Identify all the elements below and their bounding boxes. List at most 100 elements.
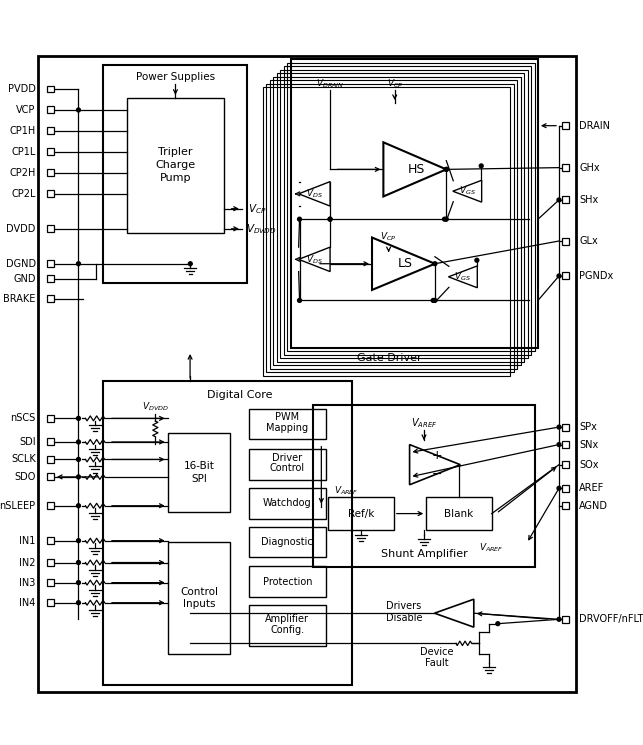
Bar	[47, 456, 54, 463]
Bar	[103, 381, 352, 685]
Circle shape	[557, 274, 561, 278]
Circle shape	[442, 218, 446, 221]
Bar	[561, 122, 568, 129]
Bar	[103, 65, 247, 283]
Text: Fault: Fault	[425, 659, 448, 668]
Text: Mapping: Mapping	[266, 423, 309, 433]
Circle shape	[77, 416, 80, 420]
Bar	[273, 77, 521, 365]
Bar	[47, 439, 54, 446]
Circle shape	[77, 504, 80, 507]
Circle shape	[77, 440, 80, 444]
Text: SPx: SPx	[579, 422, 597, 432]
Bar	[168, 542, 230, 654]
Text: $V_{DS}$: $V_{DS}$	[306, 253, 323, 266]
Bar	[561, 238, 568, 244]
Text: CP1H: CP1H	[10, 126, 35, 136]
Bar	[47, 579, 54, 586]
Bar	[561, 197, 568, 203]
Bar	[284, 66, 531, 355]
Bar	[47, 473, 54, 481]
Bar	[561, 616, 568, 623]
Bar	[47, 537, 54, 544]
Text: Config.: Config.	[270, 625, 304, 635]
Text: DVDD: DVDD	[6, 224, 35, 234]
Text: $V_{CP}$: $V_{CP}$	[248, 202, 267, 215]
Circle shape	[77, 475, 80, 479]
Text: BRAKE: BRAKE	[3, 294, 35, 304]
Text: IN1: IN1	[19, 536, 35, 545]
Polygon shape	[453, 180, 482, 202]
Text: IN4: IN4	[19, 597, 35, 608]
Bar	[47, 127, 54, 134]
Bar	[47, 502, 54, 510]
Bar	[249, 566, 326, 597]
Text: IN2: IN2	[19, 557, 35, 568]
Polygon shape	[372, 238, 435, 290]
Text: Protection: Protection	[262, 577, 312, 587]
Circle shape	[557, 443, 561, 446]
Bar	[561, 424, 568, 431]
Text: Ref/k: Ref/k	[348, 509, 374, 519]
Circle shape	[188, 261, 192, 266]
Text: Control: Control	[269, 463, 305, 473]
Bar	[561, 441, 568, 448]
Text: HS: HS	[408, 163, 425, 176]
Text: SHx: SHx	[579, 195, 599, 205]
Text: Shunt Amplifier: Shunt Amplifier	[381, 549, 467, 559]
Text: Power Supplies: Power Supplies	[136, 72, 215, 82]
Text: $-$: $-$	[431, 467, 442, 480]
Circle shape	[557, 198, 561, 202]
Circle shape	[444, 218, 448, 221]
Text: SOx: SOx	[579, 460, 599, 469]
Circle shape	[77, 108, 80, 112]
Bar	[47, 295, 54, 302]
Circle shape	[444, 168, 448, 171]
Text: Disable: Disable	[386, 613, 422, 624]
Text: Amplifier: Amplifier	[266, 615, 309, 624]
Text: DRVOFF/nFLT: DRVOFF/nFLT	[579, 615, 643, 624]
Bar	[270, 80, 517, 369]
Bar	[47, 169, 54, 177]
Bar	[47, 86, 54, 92]
Text: $V_{CP}$: $V_{CP}$	[381, 230, 397, 243]
Bar	[249, 449, 326, 480]
Text: CP1L: CP1L	[12, 147, 35, 157]
Bar	[329, 497, 394, 530]
Text: Charge: Charge	[156, 160, 195, 170]
Text: $V_{DRAIN}$: $V_{DRAIN}$	[316, 77, 344, 90]
Bar	[249, 409, 326, 440]
Text: Gate Driver: Gate Driver	[358, 353, 422, 363]
Bar	[47, 148, 54, 156]
Bar	[249, 527, 326, 557]
Circle shape	[475, 259, 479, 262]
Text: GHx: GHx	[579, 162, 600, 173]
Text: SNx: SNx	[579, 440, 599, 449]
Bar	[426, 497, 492, 530]
Text: Driver: Driver	[272, 453, 302, 463]
Text: CP2H: CP2H	[9, 168, 35, 178]
Text: SCLK: SCLK	[11, 454, 35, 464]
Text: nSCS: nSCS	[10, 413, 35, 423]
Circle shape	[433, 261, 437, 266]
Text: 16-Bit: 16-Bit	[184, 461, 215, 472]
Text: GND: GND	[13, 273, 35, 284]
Text: $V_{DS}$: $V_{DS}$	[306, 188, 323, 200]
Circle shape	[77, 600, 80, 605]
Text: $V_{GS}$: $V_{GS}$	[455, 270, 471, 283]
Bar	[561, 164, 568, 171]
Bar	[47, 107, 54, 113]
Circle shape	[77, 560, 80, 565]
Bar	[561, 273, 568, 279]
Text: PWM: PWM	[275, 413, 300, 422]
Text: Diagnostic: Diagnostic	[262, 537, 313, 548]
Text: +: +	[431, 449, 442, 463]
Text: DGND: DGND	[6, 259, 35, 269]
Bar	[249, 606, 326, 647]
Text: Device: Device	[420, 647, 453, 657]
Circle shape	[557, 618, 561, 621]
Bar	[47, 275, 54, 282]
Polygon shape	[448, 266, 477, 288]
Polygon shape	[435, 599, 474, 627]
Text: $V_{CP}$: $V_{CP}$	[386, 77, 403, 90]
